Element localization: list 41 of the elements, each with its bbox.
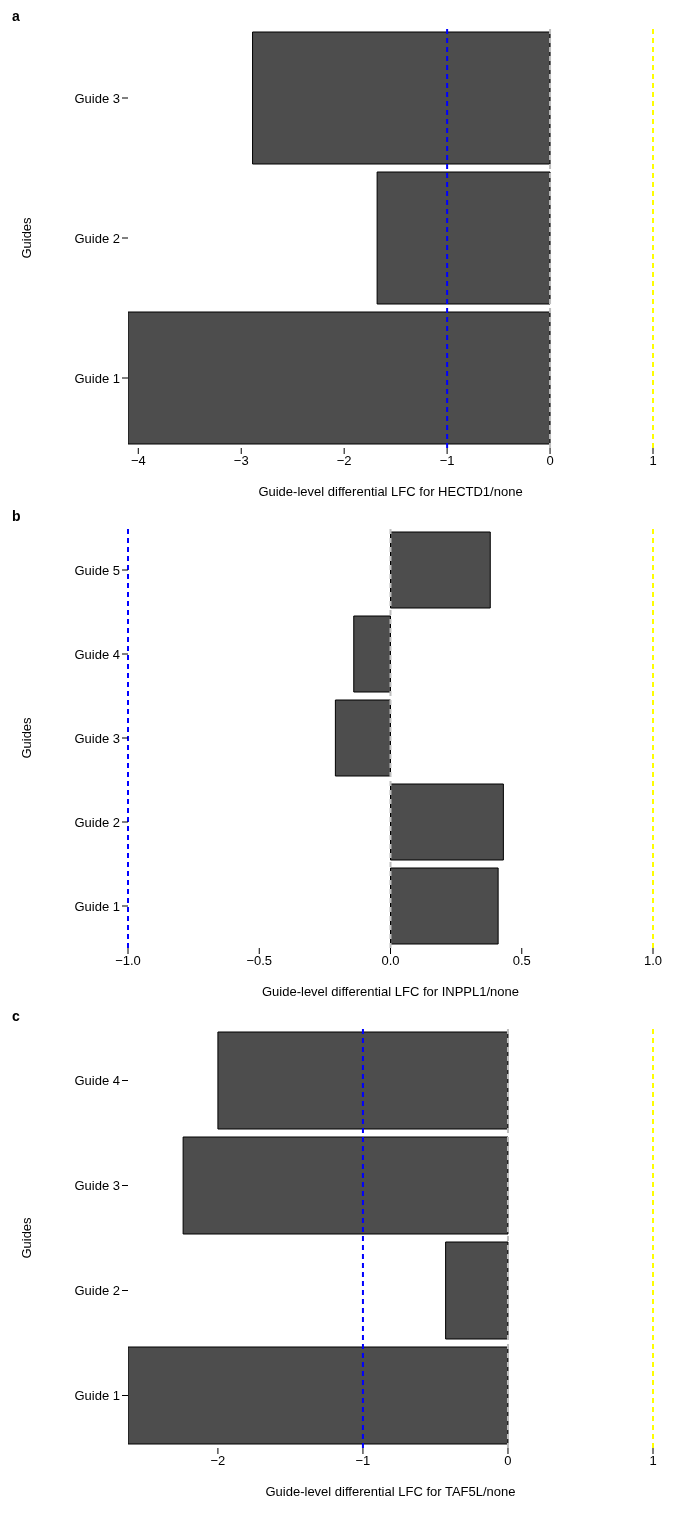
- x-tick-label: 0: [546, 453, 554, 469]
- bar: [390, 867, 499, 945]
- y-tick-label: Guide 2: [74, 1283, 120, 1299]
- x-tick-label: −1: [439, 453, 455, 469]
- bar: [390, 783, 504, 861]
- y-tick-label: Guide 1: [74, 1388, 120, 1404]
- x-tick-label: 0.5: [512, 953, 531, 969]
- x-axis-title: Guide-level differential LFC for INPPL1/none: [261, 984, 520, 999]
- x-tick-label: −1: [355, 1453, 371, 1469]
- y-tick-label: Guide 4: [74, 646, 120, 662]
- bar: [353, 615, 391, 693]
- y-tick-label: Guide 2: [74, 814, 120, 830]
- y-tick-label: Guide 5: [74, 562, 120, 578]
- x-tick-label: 0.0: [381, 953, 400, 969]
- x-tick-label: −0.5: [246, 953, 273, 969]
- x-tick-label: 0: [504, 1453, 512, 1469]
- x-tick-label: −1.0: [115, 953, 141, 969]
- y-tick-label: Guide 4: [74, 1073, 120, 1089]
- x-tick-label: 1.0: [643, 953, 663, 969]
- bar: [390, 531, 491, 609]
- x-tick-label: 1: [649, 1453, 657, 1469]
- y-tick-label: Guide 3: [74, 1178, 120, 1194]
- x-tick-label: −2: [210, 1453, 226, 1469]
- y-tick-label: Guide 3: [74, 730, 120, 746]
- x-tick-label: 1: [649, 453, 657, 469]
- x-axis-title: Guide-level differential LFC for TAF5L/none: [265, 1484, 516, 1499]
- y-tick-label: Guide 1: [74, 898, 120, 914]
- y-tick-label: Guide 1: [74, 370, 120, 386]
- x-axis-title: Guide-level differential LFC for HECTD1/none: [258, 484, 523, 499]
- text: a: [12, 8, 20, 24]
- text: c: [12, 1008, 20, 1024]
- bar: [334, 699, 391, 777]
- x-tick-label: −2: [336, 453, 352, 469]
- x-tick-label: −4: [130, 453, 146, 469]
- y-tick-label: Guide 2: [74, 230, 120, 246]
- y-axis-title: Guides: [18, 716, 34, 759]
- chart-title: b: [12, 508, 21, 524]
- y-axis-title: Guides: [18, 1216, 34, 1259]
- y-tick-label: Guide 3: [74, 90, 120, 106]
- y-axis-title: Guides: [18, 216, 34, 259]
- x-tick-label: −3: [233, 453, 249, 469]
